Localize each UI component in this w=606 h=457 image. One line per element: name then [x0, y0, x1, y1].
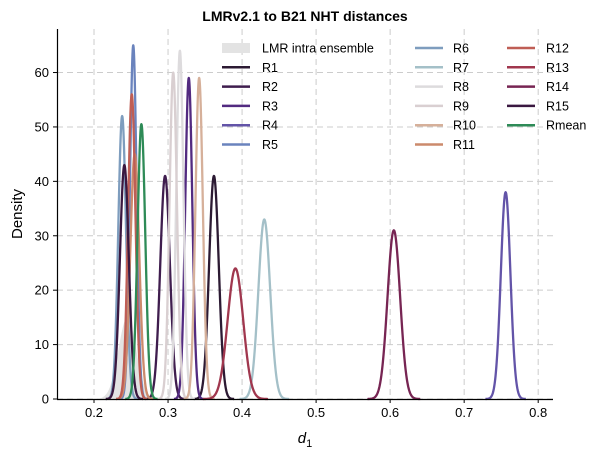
series-line-r14 [366, 229, 422, 401]
x-tick-label: 0.6 [381, 405, 399, 420]
series-line-rmean [124, 123, 159, 401]
series-line-r3 [172, 76, 205, 401]
legend-label-r3: R3 [262, 99, 278, 113]
y-tick-label: 10 [35, 337, 49, 352]
axes [56, 29, 553, 401]
legend-label-r15: R15 [546, 99, 569, 113]
series-line-r12 [115, 93, 149, 401]
y-tick-label: 50 [35, 119, 49, 134]
x-tick-label: 0.4 [233, 405, 251, 420]
x-axis-label-subscript: 1 [306, 438, 312, 450]
legend-label-r14: R14 [546, 80, 569, 94]
x-axis-label: d1 [298, 430, 312, 450]
legend-label-ensemble: LMR intra ensemble [262, 42, 374, 56]
x-tick-label: 0.2 [85, 405, 103, 420]
legend-label-r13: R13 [546, 61, 569, 75]
legend-label-r2: R2 [262, 80, 278, 94]
x-axis-label-main: d [298, 430, 307, 447]
series-line-r4 [484, 191, 527, 401]
y-ticks: 0 10 20 30 40 50 60 [35, 65, 57, 407]
x-tick-label: 0.3 [159, 405, 177, 420]
legend-label-r8: R8 [453, 80, 469, 94]
legend-label-r4: R4 [262, 119, 278, 133]
series-line-r13 [202, 267, 269, 401]
legend-label-r1: R1 [262, 61, 278, 75]
legend-swatch-ensemble [222, 43, 250, 53]
legend-label-r11: R11 [453, 138, 475, 152]
legend-label-rmean: Rmean [546, 119, 586, 133]
series-line-r10 [182, 76, 216, 401]
x-tick-label: 0.7 [455, 405, 473, 420]
series-line-r15 [104, 163, 144, 401]
legend-label-r10: R10 [453, 119, 476, 133]
y-tick-label: 0 [42, 392, 49, 407]
legend-label-r12: R12 [546, 42, 569, 56]
x-tick-label: 0.5 [307, 405, 325, 420]
legend-label-r6: R6 [453, 42, 469, 56]
x-ticks: 0.2 0.3 0.4 0.5 0.6 0.7 0.8 [85, 399, 547, 420]
y-tick-label: 40 [35, 174, 49, 189]
chart-title: LMRv2.1 to B21 NHT distances [202, 8, 408, 24]
y-tick-label: 30 [35, 228, 49, 243]
y-axis-label: Density [9, 188, 26, 239]
x-tick-label: 0.8 [529, 405, 547, 420]
legend-label-r5: R5 [262, 138, 278, 152]
y-tick-label: 60 [35, 65, 49, 80]
y-tick-label: 20 [35, 283, 49, 298]
series-layer [104, 44, 527, 401]
series-line-r1 [192, 174, 236, 401]
series-line-r9 [156, 71, 190, 401]
legend-label-r9: R9 [453, 99, 469, 113]
series-line-r7 [238, 218, 290, 401]
legend: LMR intra ensemble R1 R2 R3 R4 R5 R6 R7 R8 R9 R10 R… [222, 42, 586, 152]
legend-label-r7: R7 [453, 61, 469, 75]
